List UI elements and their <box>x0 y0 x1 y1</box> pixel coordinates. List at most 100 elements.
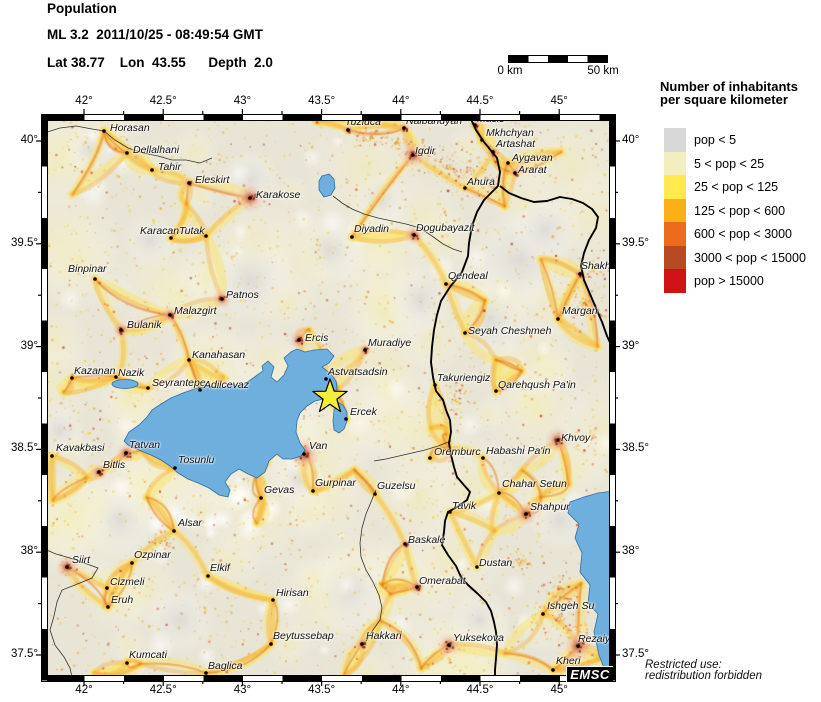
city-marker-ozpinar <box>130 561 134 565</box>
lat-label-right-39: 39° <box>622 339 640 352</box>
city-marker-yuksekova <box>447 643 451 647</box>
city-label-margan: Margan <box>562 305 598 317</box>
lon-label-bottom-45: 45° <box>550 684 568 696</box>
city-marker-artashat <box>491 150 495 154</box>
city-marker-kavakbasi <box>50 454 54 458</box>
city-marker-karacan <box>169 236 173 240</box>
river-line-2 <box>44 548 99 677</box>
city-marker-eleskirt <box>187 181 191 185</box>
river-line-1 <box>332 195 463 253</box>
city-marker-shahpur <box>524 512 528 516</box>
city-label-nazik: Nazik <box>118 367 145 379</box>
lat-label-left-38: 38° <box>20 545 38 558</box>
city-label-siirt: Siirt <box>72 554 91 566</box>
lon-label-top-43: 43° <box>233 95 252 107</box>
emsc-logo: EMSC <box>566 666 613 682</box>
city-label-ararat: Ararat <box>518 164 547 176</box>
city-marker-cizmeli <box>105 586 109 590</box>
river-line-0 <box>44 125 213 164</box>
lake-nazik <box>111 379 139 389</box>
legend-item-5: 3000 < pop < 15000 <box>660 245 820 269</box>
lon-label-bottom-42: 42° <box>75 684 93 696</box>
city-marker-dogubayazit <box>412 233 416 237</box>
city-label-seyah-cheshmeh: Seyah Cheshmeh <box>468 325 552 337</box>
scale-bar <box>508 55 608 63</box>
city-label-eruh: Eruh <box>111 594 134 606</box>
city-label-ishgeh-su: Ishgeh Su <box>547 600 595 612</box>
city-marker-qendeal <box>444 282 448 286</box>
lon-label-top-45: 45° <box>550 95 568 107</box>
city-label-habashi-pa-in: Habashi Pa'in <box>486 445 551 457</box>
city-marker-nalbandyan <box>402 126 406 130</box>
population-legend: Number of inhabitants per square kilomet… <box>660 79 821 293</box>
city-marker-alsar <box>172 529 176 533</box>
city-label-khvoy: Khvoy <box>561 432 591 444</box>
lake-urmia <box>567 490 612 674</box>
city-label-takuriengiz: Takuriengiz <box>437 372 491 384</box>
city-label-gevas: Gevas <box>264 484 295 496</box>
city-label-chahar-setun: Chahar Setun <box>502 478 567 490</box>
city-label-binpinar: Binpinar <box>68 263 107 275</box>
city-marker-kanahasan <box>187 358 191 362</box>
city-marker-tutak <box>204 234 208 238</box>
lon-label-bottom-43.5: 43.5° <box>308 684 336 696</box>
scale-bar-start-label: 0 km <box>497 65 523 77</box>
city-label-ozpinar: Ozpinar <box>134 549 171 561</box>
city-label-karakose: Karakose <box>256 189 301 201</box>
city-marker-masis <box>473 123 477 127</box>
city-label-bitlis: Bitlis <box>103 459 126 471</box>
lon-label-top-43.5: 43.5° <box>308 95 336 107</box>
legend-item-3: 125 < pop < 600 <box>660 198 820 222</box>
legend-label: 25 < pop < 125 <box>694 180 779 194</box>
legend-item-1: 5 < pop < 25 <box>660 151 820 175</box>
city-marker-kazanan <box>70 376 74 380</box>
restriction-note: Restricted use: redistribution forbidden <box>645 659 762 682</box>
city-marker-tosunlu <box>173 466 177 470</box>
legend-item-2: 25 < pop < 125 <box>660 175 820 199</box>
city-label-muradiye: Muradiye <box>368 337 412 349</box>
city-marker-bitlis <box>97 470 101 474</box>
lon-label-bottom-42.5: 42.5° <box>149 684 177 696</box>
legend-title-line1: Number of inhabitants <box>660 79 798 94</box>
lat-label-left-38.5: 38.5° <box>11 442 38 455</box>
legend-swatch <box>664 128 686 152</box>
city-marker-baglica <box>204 671 208 675</box>
city-marker-hakkari <box>360 642 364 646</box>
lat-label-right-38.5: 38.5° <box>622 442 649 455</box>
city-marker-shakhi <box>578 272 582 276</box>
legend-swatch <box>664 245 686 269</box>
city-label-dogubayazit: Dogubayazit <box>416 222 475 234</box>
lon-label-top-44: 44° <box>392 95 410 107</box>
map-frame-top <box>44 114 614 121</box>
city-label-ercis: Ercis <box>305 332 329 344</box>
city-label-beytussebap: Beytussebap <box>273 630 334 642</box>
city-label-van: Van <box>309 440 328 452</box>
legend-label: pop < 5 <box>694 133 737 147</box>
city-label-tatvan: Tatvan <box>129 439 161 451</box>
city-label-tosunlu: Tosunlu <box>178 454 215 466</box>
city-label-guzelsu: Guzelsu <box>377 480 416 492</box>
city-label-igdir: Igdir <box>415 145 436 157</box>
city-marker-dustan <box>475 565 479 569</box>
city-marker-qarehqush-pa-in <box>494 389 498 393</box>
lake-balik <box>318 173 336 198</box>
map-frame-right <box>609 114 616 682</box>
lon-label-top-44.5: 44.5° <box>466 95 494 107</box>
city-label-cizmeli: Cizmeli <box>110 576 145 588</box>
city-marker-malazgirt <box>168 313 172 317</box>
city-label-dellalhani: Dellalhani <box>133 144 180 156</box>
city-marker-diyadin <box>350 235 354 239</box>
lake-ercek <box>332 401 348 434</box>
city-marker-binpinar <box>93 277 97 281</box>
legend-title-line2: per square kilometer <box>660 92 788 107</box>
city-label-baglica: Baglica <box>208 660 243 672</box>
city-marker-hirisan <box>271 598 275 602</box>
lat-label-left-39: 39° <box>20 339 38 352</box>
city-label-artashat: Artashat <box>496 138 536 150</box>
legend-label: 5 < pop < 25 <box>694 156 765 171</box>
restriction-note-line1: Restricted use: <box>645 659 722 671</box>
legend-swatch <box>664 269 686 293</box>
city-marker-van <box>302 452 306 456</box>
epicenter-star <box>312 378 348 413</box>
lon-label-bottom-44: 44° <box>392 684 410 696</box>
